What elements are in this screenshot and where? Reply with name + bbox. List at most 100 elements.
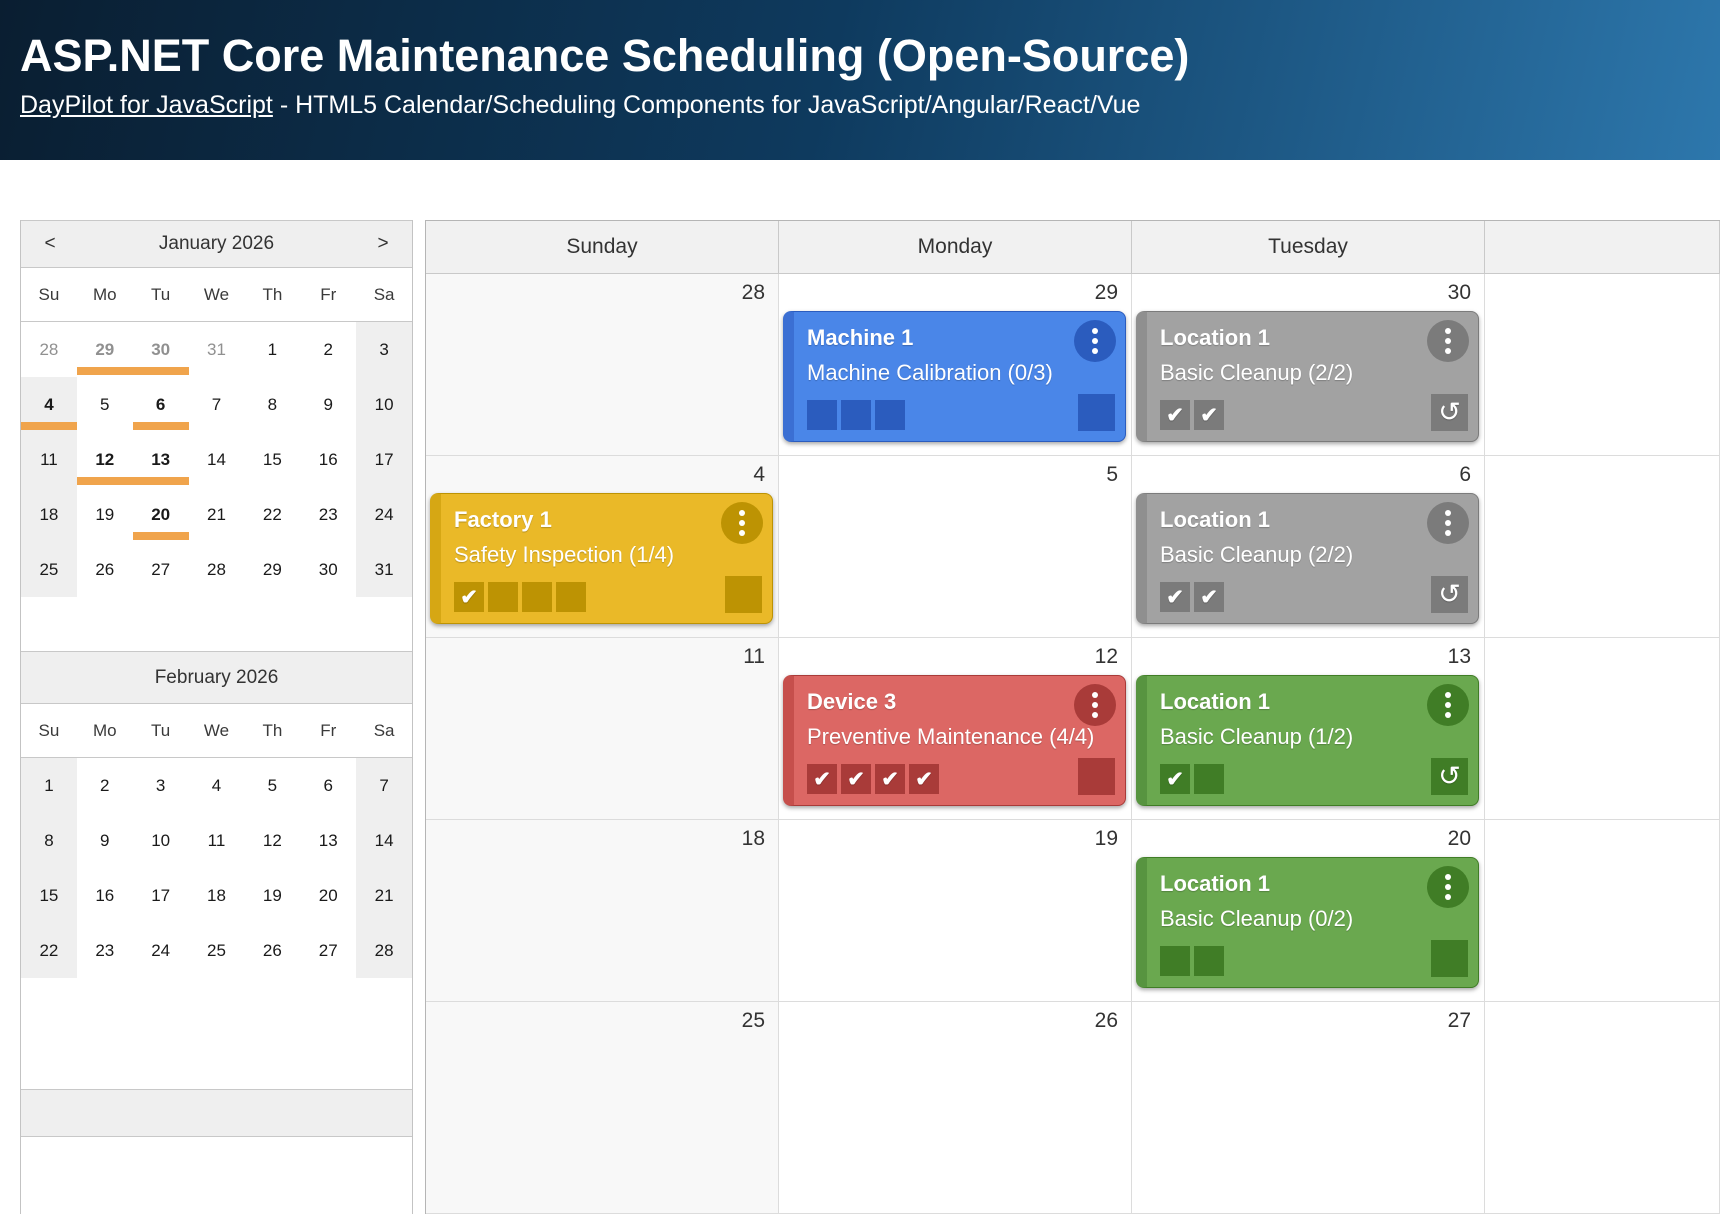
task-checkbox[interactable] (1194, 946, 1224, 976)
task-checkbox-checked[interactable]: ✔ (807, 764, 837, 794)
navigator-day[interactable]: 7 (211, 395, 222, 414)
navigator-day[interactable]: 11 (21, 432, 77, 487)
prev-month-button[interactable]: < (44, 233, 56, 254)
navigator-day[interactable]: 6 (132, 377, 189, 432)
event-card[interactable]: Device 3 Preventive Maintenance (4/4) ✔ ✔ ✔ ✔ (783, 675, 1126, 806)
calendar-day-cell[interactable]: 20 Location 1 Basic Cleanup (0/2) (1132, 820, 1485, 1002)
recurring-icon[interactable]: ↺ (1431, 576, 1468, 613)
navigator-day[interactable]: 1 (21, 758, 77, 813)
calendar-day-cell[interactable] (1485, 638, 1720, 820)
kebab-menu-icon[interactable] (1427, 684, 1469, 726)
calendar-day-cell[interactable]: 26 (779, 1002, 1132, 1214)
calendar-day-cell[interactable]: 6 Location 1 Basic Cleanup (2/2) ✔ ✔ ↺ (1132, 456, 1485, 638)
navigator-day[interactable]: 28 (207, 560, 226, 579)
task-checkbox-checked[interactable]: ✔ (1194, 582, 1224, 612)
navigator-day[interactable]: 13 (318, 831, 338, 850)
calendar-day-cell[interactable]: 19 (779, 820, 1132, 1002)
navigator-day[interactable]: 28 (39, 340, 59, 359)
calendar-day-cell[interactable] (1485, 1002, 1720, 1214)
navigator-day[interactable]: 27 (318, 941, 338, 960)
event-card[interactable]: Location 1 Basic Cleanup (2/2) ✔ ✔ ↺ (1136, 493, 1479, 624)
navigator-day[interactable]: 5 (100, 395, 110, 414)
recurring-icon[interactable]: ↺ (1431, 758, 1468, 795)
navigator-day[interactable]: 23 (95, 941, 115, 960)
calendar-day-cell[interactable]: 11 (426, 638, 779, 820)
navigator-day[interactable]: 13 (132, 432, 189, 487)
task-checkbox[interactable] (1194, 764, 1224, 794)
navigator-day[interactable]: 30 (318, 560, 338, 579)
navigator-day[interactable]: 20 (318, 886, 338, 905)
calendar-day-cell[interactable] (1485, 274, 1720, 456)
task-checkbox-checked[interactable]: ✔ (841, 764, 871, 794)
navigator-day[interactable]: 21 (356, 868, 413, 923)
navigator-day[interactable]: 18 (21, 487, 77, 542)
navigator-day[interactable]: 12 (76, 432, 133, 487)
navigator-day[interactable]: 15 (21, 868, 77, 923)
kebab-menu-icon[interactable] (721, 502, 763, 544)
navigator-day[interactable]: 5 (267, 776, 278, 795)
navigator-day[interactable]: 29 (76, 322, 133, 377)
calendar-day-cell[interactable]: 18 (426, 820, 779, 1002)
task-checkbox[interactable] (522, 582, 552, 612)
navigator-day[interactable]: 16 (318, 450, 338, 469)
kebab-menu-icon[interactable] (1074, 684, 1116, 726)
navigator-day[interactable]: 18 (207, 886, 226, 905)
calendar-day-cell[interactable]: 12 Device 3 Preventive Maintenance (4/4) ✔ ✔… (779, 638, 1132, 820)
navigator-day[interactable]: 10 (151, 831, 171, 850)
navigator-day[interactable]: 21 (207, 505, 226, 524)
navigator-day[interactable]: 3 (356, 322, 413, 377)
navigator-day[interactable]: 29 (262, 560, 282, 579)
calendar-day-cell[interactable]: 30 Location 1 Basic Cleanup (2/2) ✔ ✔ ↺ (1132, 274, 1485, 456)
kebab-menu-icon[interactable] (1427, 866, 1469, 908)
navigator-day[interactable]: 28 (356, 923, 413, 978)
navigator-day[interactable]: 2 (100, 776, 110, 795)
kebab-menu-icon[interactable] (1074, 320, 1116, 362)
navigator-day[interactable]: 31 (207, 340, 226, 359)
event-card[interactable]: Location 1 Basic Cleanup (0/2) (1136, 857, 1479, 988)
calendar-day-cell[interactable]: 28 (426, 274, 779, 456)
task-checkbox-checked[interactable]: ✔ (1160, 400, 1190, 430)
navigator-day[interactable]: 14 (207, 450, 226, 469)
task-checkbox[interactable] (875, 400, 905, 430)
navigator-day[interactable]: 25 (21, 542, 77, 597)
navigator-day[interactable]: 17 (151, 886, 171, 905)
navigator-day[interactable]: 17 (356, 432, 413, 487)
daypilot-link[interactable]: DayPilot for JavaScript (20, 90, 273, 119)
task-checkbox-checked[interactable]: ✔ (875, 764, 905, 794)
kebab-menu-icon[interactable] (1427, 502, 1469, 544)
calendar-day-cell[interactable]: 5 (779, 456, 1132, 638)
navigator-day[interactable]: 16 (95, 886, 115, 905)
navigator-day[interactable]: 20 (132, 487, 189, 542)
task-checkbox[interactable] (841, 400, 871, 430)
next-month-button[interactable]: > (377, 233, 389, 254)
navigator-day[interactable]: 27 (151, 560, 171, 579)
navigator-day[interactable]: 31 (356, 542, 413, 597)
calendar-day-cell[interactable]: 4 Factory 1 Safety Inspection (1/4) ✔ (426, 456, 779, 638)
event-card[interactable]: Location 1 Basic Cleanup (1/2) ✔ ↺ (1136, 675, 1479, 806)
event-action-square[interactable] (725, 576, 762, 613)
task-checkbox[interactable] (807, 400, 837, 430)
navigator-day[interactable]: 14 (356, 813, 413, 868)
calendar-day-cell[interactable]: 27 (1132, 1002, 1485, 1214)
calendar-day-cell[interactable] (1485, 820, 1720, 1002)
navigator-day[interactable]: 26 (95, 560, 115, 579)
navigator-day[interactable]: 22 (21, 923, 77, 978)
navigator-day[interactable]: 4 (211, 776, 222, 795)
navigator-day[interactable]: 11 (207, 831, 226, 850)
calendar-day-cell[interactable]: 25 (426, 1002, 779, 1214)
navigator-day[interactable]: 12 (262, 831, 282, 850)
navigator-day[interactable]: 24 (151, 941, 171, 960)
navigator-day[interactable]: 8 (267, 395, 278, 414)
kebab-menu-icon[interactable] (1427, 320, 1469, 362)
navigator-day[interactable]: 19 (95, 505, 115, 524)
task-checkbox-checked[interactable]: ✔ (1160, 764, 1190, 794)
navigator-day[interactable]: 7 (356, 758, 413, 813)
event-card[interactable]: Factory 1 Safety Inspection (1/4) ✔ (430, 493, 773, 624)
task-checkbox[interactable] (1160, 946, 1190, 976)
navigator-day[interactable]: 3 (155, 776, 166, 795)
navigator-day[interactable]: 9 (100, 831, 110, 850)
navigator-day[interactable]: 6 (323, 776, 333, 795)
task-checkbox[interactable] (556, 582, 586, 612)
navigator-day[interactable]: 22 (262, 505, 282, 524)
recurring-icon[interactable]: ↺ (1431, 394, 1468, 431)
